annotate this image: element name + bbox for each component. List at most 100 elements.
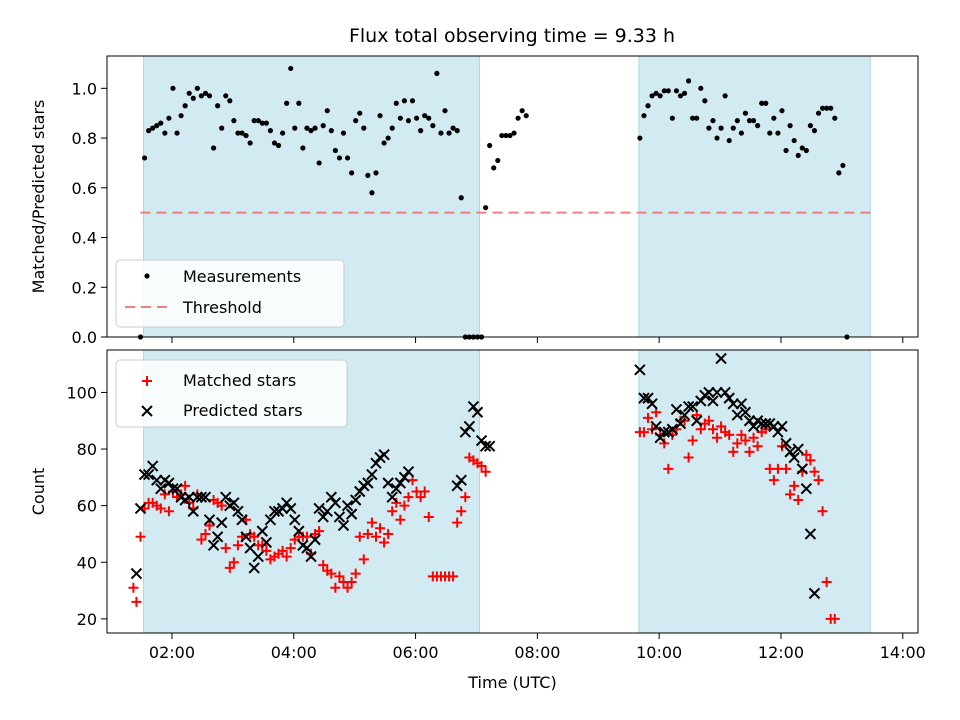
matched-point [131,596,142,607]
predicted-point [276,502,289,515]
matched-point [732,438,743,449]
matched-point [476,461,487,472]
matched-point [687,435,698,446]
measurement-point [763,100,769,106]
matched-point [712,432,723,443]
measurement-point [718,125,724,131]
matched-point [375,523,386,534]
predicted-point [366,468,378,481]
predicted-point [455,474,467,486]
measurement-point [799,145,805,151]
measurement-point [235,130,241,136]
measurement-point [182,103,188,109]
y-tick-label: 0.8 [72,129,97,148]
predicted-point [134,502,147,515]
legend-bottom: Matched stars Predicted stars [115,359,348,428]
matched-point [452,517,463,528]
predicted-point [187,505,199,518]
predicted-point [232,505,244,518]
measurement-point [174,130,180,136]
measurement-point [767,130,773,136]
measurement-point [483,205,489,211]
measurement-point [519,108,525,114]
matched-point [460,492,471,503]
y-tick-label: 0.4 [72,229,97,248]
matched-point [318,560,329,571]
predicted-point [666,423,679,435]
measurement-point [714,135,720,141]
measurement-point [507,132,513,139]
measurement-point [836,170,842,176]
matched-point [659,438,670,449]
measurement-point [271,140,278,146]
matched-point [480,466,491,477]
measurement-point [418,128,424,134]
y-tick-label: 0.6 [72,179,97,198]
predicted-point [337,519,350,532]
measurement-point [292,125,298,131]
series-predicted-stars [130,352,821,600]
measurement-point [487,142,493,149]
matched-point [135,531,146,542]
matched-point [366,517,377,528]
matched-point [383,528,394,539]
measurement-point [231,118,237,124]
matched-point [277,545,288,556]
measurement-point [458,195,464,201]
predicted-point [163,477,175,489]
predicted-point [183,491,195,503]
predicted-point [654,432,666,444]
measurement-point [190,95,196,101]
matched-point [128,582,139,593]
matched-point [423,511,434,522]
shaded-interval [638,349,871,634]
measurement-point [771,115,777,121]
measurement-point [755,123,761,129]
matched-point [716,421,727,432]
y-tick-label: 1.0 [72,79,97,98]
predicted-point [682,400,695,413]
measurement-point [795,152,801,159]
y-tick-label: 0.2 [72,278,97,297]
matched-point [752,441,763,452]
y-tick-label: 0.0 [72,328,97,347]
measurement-point [750,118,757,124]
measurement-point [511,130,517,136]
predicted-point [471,406,484,418]
measurement-point [759,100,765,106]
predicted-point [634,364,646,376]
measurement-point [787,123,793,129]
measurement-point [178,113,184,119]
measurement-point [409,98,416,104]
predicted-point [293,525,305,537]
matched-point [346,577,357,588]
predicted-point [394,477,407,489]
predicted-point [638,392,650,404]
measurement-point [186,90,192,96]
matched-point [163,506,174,517]
measurement-point [438,130,444,136]
matched-point [703,415,714,426]
predicted-point [142,468,155,481]
x-tick-label: 04:00 [271,643,317,662]
measurement-point [150,125,156,131]
predicted-point [715,352,727,365]
measurement-point [665,88,671,94]
predicted-point [703,386,715,399]
measurement-point [275,142,282,149]
legend-label-matched: Matched stars [183,371,296,390]
measurement-point [255,118,261,124]
measurement-point [166,115,172,121]
predicted-point [459,426,472,438]
matched-point [403,492,414,503]
matched-point [456,506,467,517]
predicted-point [739,406,752,418]
matched-point [330,582,341,593]
predicted-point [784,446,796,458]
predicted-point [747,420,760,433]
x-tick-label: 08:00 [514,643,560,662]
measurement-point [324,108,330,114]
legend-label-measurements: Measurements [183,267,301,286]
measurement-point [194,85,200,91]
